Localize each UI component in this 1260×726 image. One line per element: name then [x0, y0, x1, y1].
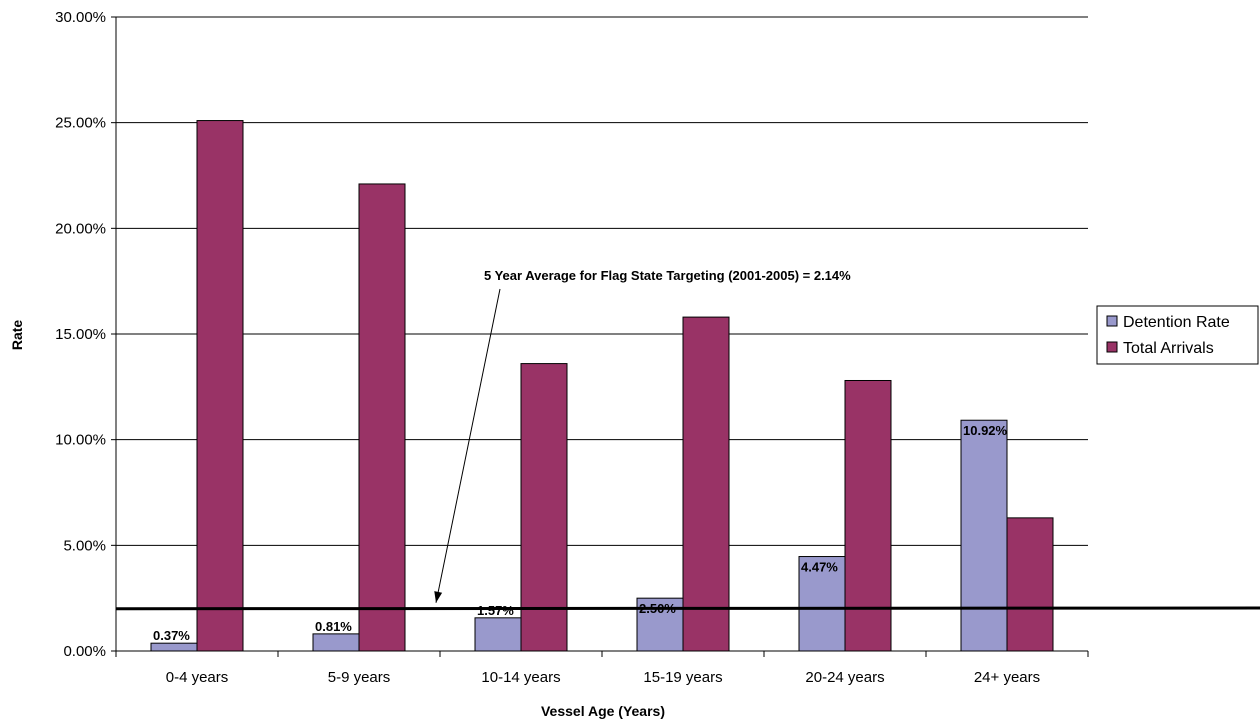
bar-total-arrivals [682, 316, 730, 652]
bar-total-arrivals [358, 183, 406, 652]
bars-layer [150, 120, 1054, 652]
y-tick-label: 0.00% [63, 643, 106, 660]
data-label: 10.92% [963, 423, 1008, 438]
x-tick-label: 15-19 years [643, 669, 722, 686]
legend: Detention Rate Total Arrivals [1096, 305, 1259, 365]
data-label: 1.57% [477, 603, 514, 618]
reference-line [115, 606, 1260, 611]
bar-total-arrivals [520, 363, 568, 652]
x-axis-title: Vessel Age (Years) [541, 703, 665, 719]
y-tick-label: 20.00% [55, 220, 106, 237]
y-tick-label: 25.00% [55, 115, 106, 132]
x-tick-label: 10-14 years [481, 669, 560, 686]
labels-layer: 0.37%0.81%1.57% 2.50%4.47%10.92% [153, 423, 1008, 643]
annotation-arrow [435, 288, 501, 603]
legend-box [1096, 305, 1259, 365]
bar-detention-rate [474, 617, 522, 652]
bar-total-arrivals [1006, 517, 1054, 652]
legend-label-total-arrivals: Total Arrivals [1123, 340, 1214, 357]
bar-total-arrivals [844, 379, 892, 652]
axes-layer: 0.00% 5.00% 10.00% 15.00% 20.00% 25.00% 30.00%… [55, 9, 1089, 686]
data-label: 0.81% [315, 619, 352, 634]
bar-detention-rate [312, 633, 360, 652]
y-tick-label: 30.00% [55, 9, 106, 26]
reference-annotation: 5 Year Average for Flag State Targeting … [484, 268, 851, 283]
y-axis-title: Rate [9, 320, 25, 351]
grid-layer [116, 16, 1088, 546]
legend-swatch-detention-rate [1106, 315, 1118, 327]
legend-swatch-total-arrivals [1106, 341, 1118, 353]
legend-label-detention-rate: Detention Rate [1123, 314, 1230, 331]
x-tick-label: 0-4 years [166, 669, 229, 686]
y-tick-label: 5.00% [63, 537, 106, 554]
x-tick-label: 5-9 years [328, 669, 391, 686]
data-label: 0.37% [153, 628, 190, 643]
y-tick-label: 15.00% [55, 326, 106, 343]
bar-detention-rate [960, 419, 1008, 652]
bar-total-arrivals [196, 120, 244, 652]
x-tick-label: 24+ years [974, 669, 1040, 686]
x-tick-label: 20-24 years [805, 669, 884, 686]
y-tick-label: 10.00% [55, 432, 106, 449]
bar-detention-rate [150, 642, 198, 652]
reference-layer: 5 Year Average for Flag State Targeting … [115, 268, 1260, 611]
data-label: 4.47% [801, 560, 838, 575]
annotation-arrowhead [434, 591, 443, 603]
